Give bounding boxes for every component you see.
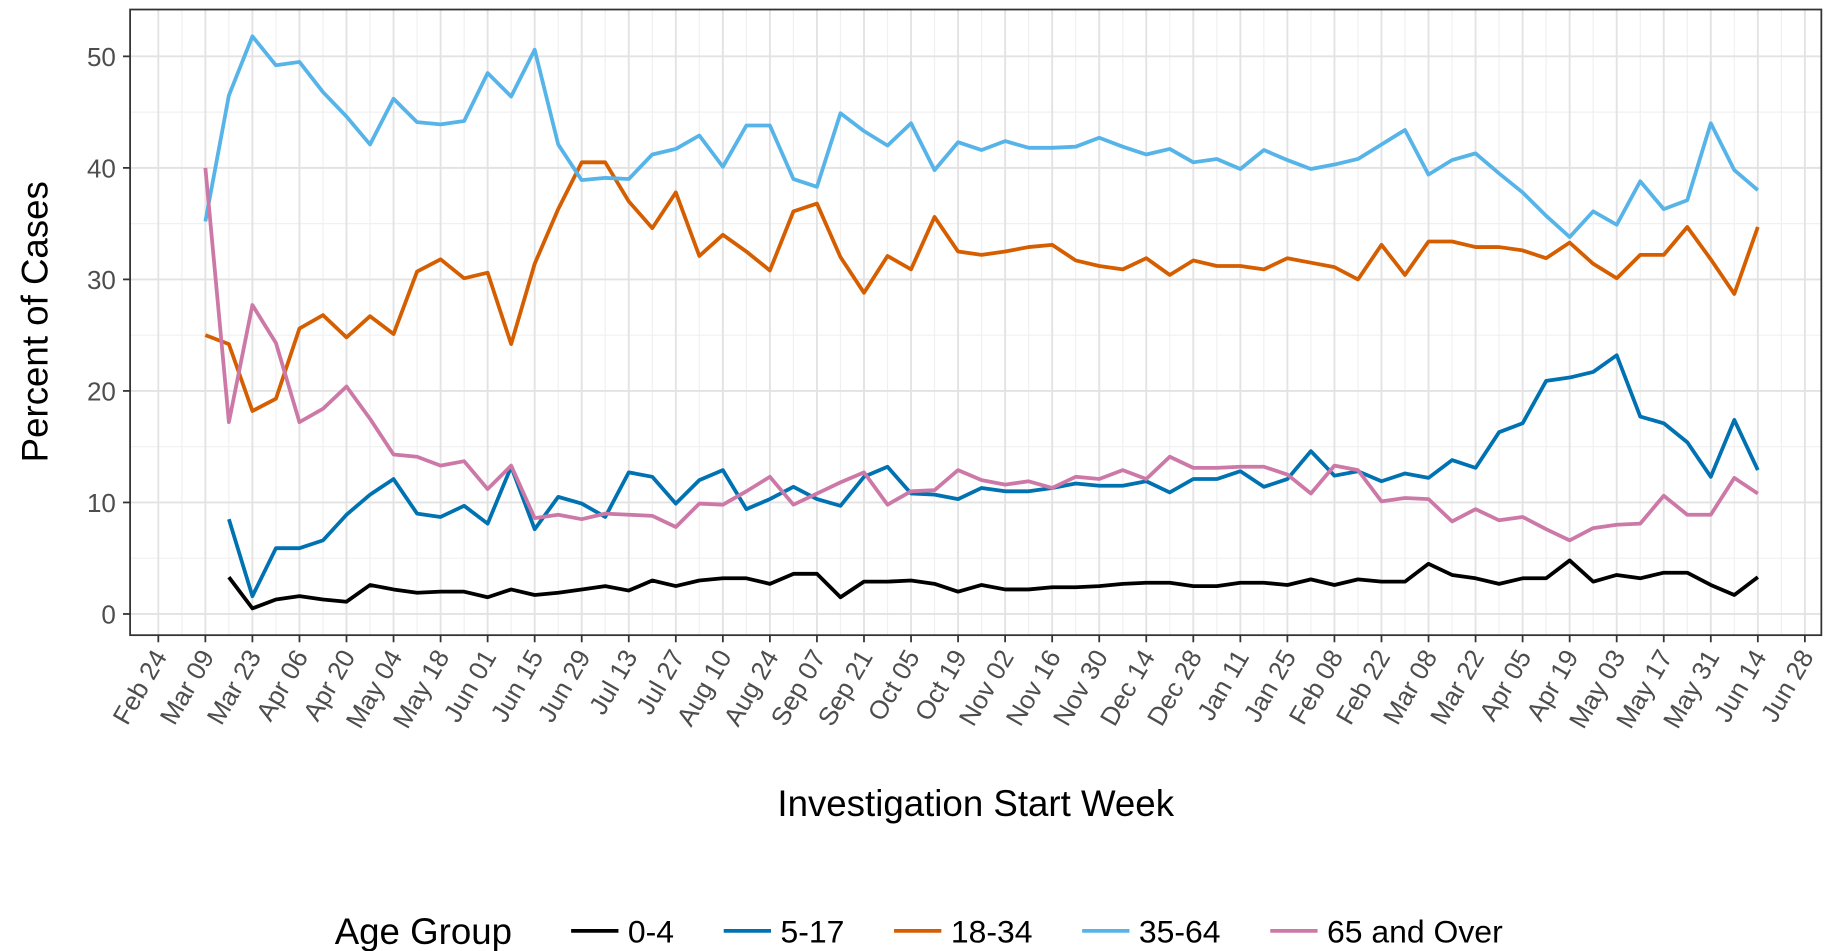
x-axis-label: Investigation Start Week xyxy=(777,783,1174,824)
grid xyxy=(130,9,1822,636)
legend-label: 0-4 xyxy=(628,914,674,950)
series-line xyxy=(227,558,1759,611)
series-line xyxy=(204,160,1760,413)
plot-border xyxy=(129,8,1823,637)
legend-label: 5-17 xyxy=(780,914,844,950)
series-line xyxy=(227,353,1760,599)
y-axis-label: Percent of Cases xyxy=(14,181,55,462)
y-tick-label: 20 xyxy=(87,376,116,406)
legend-title: Age Group xyxy=(335,911,512,951)
legend-label: 18-34 xyxy=(951,914,1033,950)
y-tick-label: 0 xyxy=(101,599,115,629)
series-line xyxy=(203,34,1760,239)
series-line xyxy=(203,167,1759,543)
legend-label: 35-64 xyxy=(1139,914,1221,950)
y-tick-label: 30 xyxy=(87,265,116,295)
y-tick-label: 40 xyxy=(87,153,116,183)
lines xyxy=(203,34,1760,611)
y-tick-label: 10 xyxy=(87,488,116,518)
y-tick-label: 50 xyxy=(87,42,116,72)
legend-label: 65 and Over xyxy=(1327,914,1503,950)
legend: Age Group 0-4 5-17 18-34 35-64 65 and Over xyxy=(335,911,1503,951)
